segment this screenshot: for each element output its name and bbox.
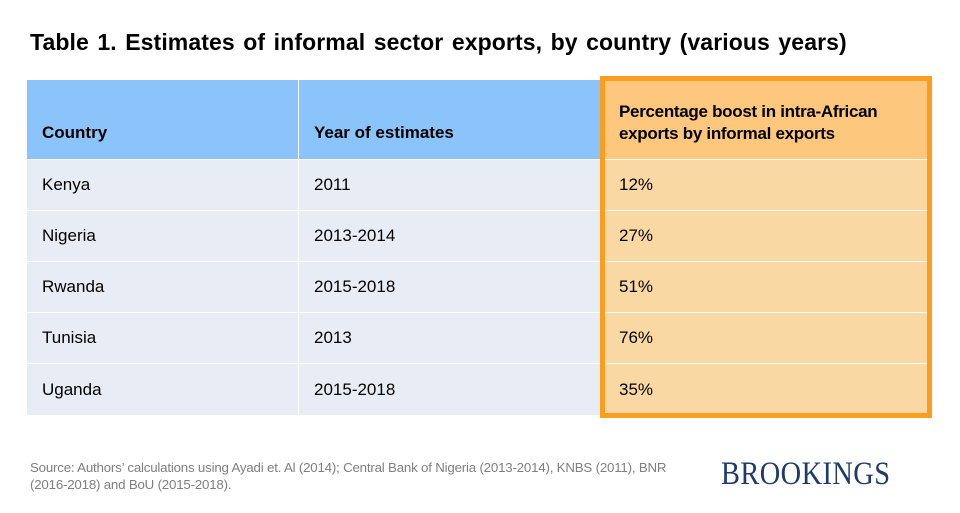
table-row: Rwanda 2015-2018 51% bbox=[27, 262, 927, 312]
source-note: Source: Authors’ calculations using Ayad… bbox=[30, 460, 667, 492]
table-row: Kenya 2011 12% bbox=[27, 160, 927, 210]
cell-year: 2013-2014 bbox=[299, 211, 601, 261]
brookings-logo: BROOKINGS bbox=[721, 456, 891, 492]
header-boost: Percentage boost in intra-African export… bbox=[602, 80, 927, 159]
cell-country: Nigeria bbox=[27, 211, 298, 261]
cell-country: Tunisia bbox=[27, 313, 298, 363]
header-country: Country bbox=[27, 80, 298, 159]
cell-boost: 12% bbox=[602, 160, 927, 210]
header-year: Year of estimates bbox=[299, 80, 601, 159]
cell-country: Rwanda bbox=[27, 262, 298, 312]
cell-year: 2013 bbox=[299, 313, 601, 363]
cell-year: 2011 bbox=[299, 160, 601, 210]
table-row: Nigeria 2013-2014 27% bbox=[27, 211, 927, 261]
cell-boost: 51% bbox=[602, 262, 927, 312]
cell-year: 2015-2018 bbox=[299, 364, 601, 415]
cell-country: Kenya bbox=[27, 160, 298, 210]
cell-boost: 76% bbox=[602, 313, 927, 363]
table-row: Uganda 2015-2018 35% bbox=[27, 364, 927, 415]
cell-boost: 35% bbox=[602, 364, 927, 415]
cell-boost: 27% bbox=[602, 211, 927, 261]
cell-year: 2015-2018 bbox=[299, 262, 601, 312]
table-header-row: Country Year of estimates Percentage boo… bbox=[27, 80, 927, 159]
cell-country: Uganda bbox=[27, 364, 298, 415]
table-row: Tunisia 2013 76% bbox=[27, 313, 927, 363]
table-title: Table 1. Estimates of informal sector ex… bbox=[30, 29, 847, 55]
